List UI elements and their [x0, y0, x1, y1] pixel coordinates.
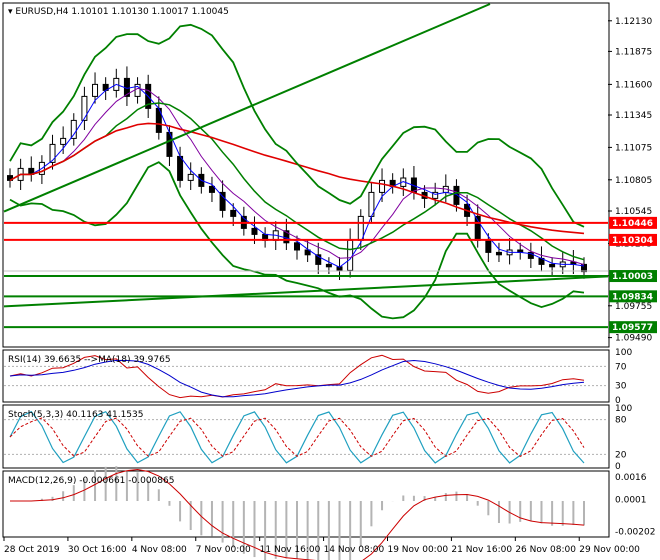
candle-body: [92, 83, 99, 97]
candle-body: [527, 251, 534, 259]
price-tick-label: 1.11075: [615, 143, 652, 153]
candle-body: [60, 137, 67, 145]
time-tick-label: 26 Nov 08:00: [515, 545, 576, 555]
price-level-tag: [609, 290, 657, 303]
candle-body: [230, 209, 237, 217]
rsi-tick-label: 0: [615, 396, 621, 406]
candle-body: [187, 173, 194, 181]
price-level-tag-label: 1.10446: [612, 219, 653, 229]
time-tick-label: 14 Nov 08:00: [324, 545, 385, 555]
candle-body: [219, 191, 226, 211]
candle-body: [283, 230, 290, 244]
time-tick-label: 29 Nov 00:00: [579, 545, 640, 555]
rsi-tick-label: 30: [615, 382, 627, 392]
price-level-tag: [609, 321, 657, 334]
time-tick-label: 30 Oct 16:00: [68, 545, 127, 555]
rsi-indicator: [4, 354, 608, 399]
price-level-tag-label: 1.10304: [612, 236, 653, 246]
candle-body: [7, 175, 13, 181]
main-panel-frame: [2, 2, 610, 348]
macd-tick-label: 0.0001: [615, 496, 647, 506]
macd-label: MACD(12,26,9) -0.000661 -0.000865: [8, 476, 174, 486]
bollinger-upper: [9, 23, 585, 228]
candle-body: [70, 119, 77, 139]
candle-body: [549, 263, 556, 268]
rsi-tick-label: 70: [615, 362, 627, 372]
candle-body: [357, 215, 364, 241]
trendline-rising-lower: [3, 275, 609, 308]
candle-body: [315, 254, 322, 265]
price-tick-label: 1.12130: [615, 17, 652, 27]
time-tick-label: 7 Nov 00:00: [196, 545, 251, 555]
price-level-tag: [609, 216, 657, 229]
candle-body: [81, 95, 88, 121]
candle-body: [49, 143, 56, 163]
time-tick-label: 21 Nov 16:00: [451, 545, 512, 555]
candle-body: [294, 242, 300, 251]
price-tick-label: 1.10805: [615, 176, 652, 186]
macd-tick-label: 0.0016: [615, 473, 647, 483]
symbol-label: EURUSD,H4: [15, 7, 68, 17]
time-tick-label: 4 Nov 08:00: [132, 545, 187, 555]
candle-body: [379, 179, 386, 193]
ma-blue-line: [9, 83, 585, 268]
candle-body: [453, 185, 460, 205]
candle-body: [325, 263, 332, 268]
stoch-label: Stoch(5,3,3) 40.1163 41.1535: [8, 410, 143, 420]
stoch-tick-label: 80: [615, 416, 627, 426]
price-tick-label: 1.09755: [615, 302, 652, 312]
rsi-panel-frame: [2, 349, 610, 403]
symbol-header: ▾ EURUSD,H4 1.10101 1.10130 1.10017 1.10…: [8, 7, 229, 17]
stoch-tick-label: 0: [615, 462, 621, 472]
price-level-tag-label: 1.09577: [612, 323, 653, 333]
price-tick-label: 1.11875: [615, 47, 652, 57]
candle-body: [208, 185, 215, 193]
price-level-tag-label: 1.10003: [612, 272, 653, 282]
candle-body: [177, 155, 184, 181]
candle-body: [304, 249, 311, 256]
price-chart: [3, 3, 609, 329]
candle-body: [485, 239, 492, 253]
stoch-tick-label: 20: [615, 450, 627, 460]
stoch-panel-frame: [2, 404, 610, 469]
price-level-tag: [609, 270, 657, 283]
stoch-signal-line: [9, 417, 585, 457]
ohlc-values: 1.10101 1.10130 1.10017 1.10045: [71, 7, 228, 17]
price-tick-label: 1.09490: [615, 334, 652, 344]
macd-tick-label: -0.00202: [615, 527, 655, 537]
rsi-tick-label: 100: [615, 348, 632, 358]
stochastic-indicator: [4, 410, 608, 464]
price-tick-label: 1.11345: [615, 111, 652, 121]
candle-body: [495, 251, 502, 256]
rsi-line: [9, 354, 585, 399]
macd-indicator: [10, 466, 585, 560]
price-tick-label: 1.10545: [615, 207, 652, 217]
trendline-rising-upper: [3, 3, 491, 213]
candle-body: [432, 191, 439, 199]
price-tick-label: 1.11600: [615, 80, 652, 90]
candle-body: [347, 239, 354, 271]
rsi-ma-line: [9, 359, 585, 398]
stoch-tick-label: 100: [615, 404, 632, 414]
time-tick-label: 11 Nov 16:00: [260, 545, 321, 555]
time-tick-label: 19 Nov 00:00: [387, 545, 448, 555]
price-level-tag: [609, 233, 657, 246]
macd-signal-line: [10, 468, 585, 560]
candle-body: [251, 227, 258, 235]
ma-purple-line: [9, 87, 585, 266]
time-tick-label: 28 Oct 2019: [4, 545, 60, 555]
axes: 1.12130 1.11875 1.11600 1.11345 1.11075 1.108…: [3, 17, 657, 555]
header-triangle: ▾: [8, 7, 15, 17]
macd-panel-frame: [2, 470, 610, 538]
rsi-label: RSI(14) 39.6635 -->MA(18) 39.9765: [8, 355, 171, 365]
price-level-tag-label: 1.09834: [612, 292, 653, 302]
